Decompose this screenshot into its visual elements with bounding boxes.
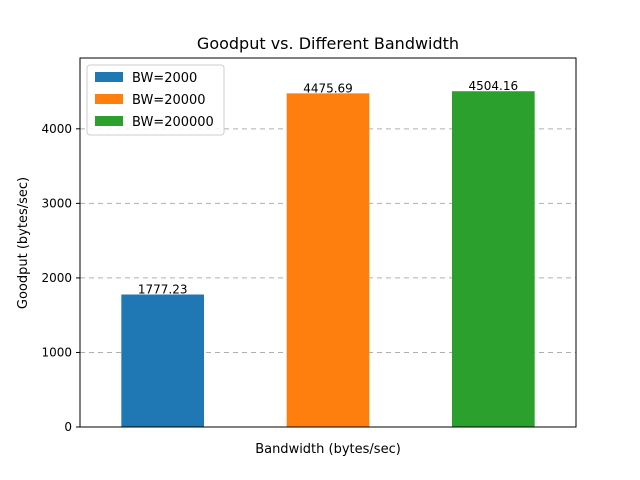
x-axis-label: Bandwidth (bytes/sec) [255,442,401,457]
bar-value-label: 1777.23 [138,283,188,297]
y-axis-ticks: 0 1000 2000 3000 4000 [41,122,80,434]
bar-bw-20000 [286,93,370,427]
y-axis-label: Goodput (bytes/sec) [16,177,31,309]
legend-entry-label: BW=200000 [132,115,214,130]
y-tick-label: 2000 [41,271,72,285]
bar-value-label: 4475.69 [303,81,353,95]
legend-entry-label: BW=2000 [132,71,197,86]
legend-swatch [95,116,123,126]
bar-bw-2000 [121,294,204,427]
bars [121,91,535,427]
legend: BW=2000 BW=20000 BW=200000 [86,64,225,136]
y-tick-label: 3000 [41,196,72,210]
y-tick-label: 4000 [41,122,72,136]
axes-frame [79,57,577,428]
bar-value-labels: 1777.23 4475.69 4504.16 [138,79,518,296]
legend-entry-label: BW=20000 [132,93,206,108]
chart-title: Goodput vs. Different Bandwidth [197,34,459,53]
y-tick-label: 0 [64,420,72,434]
bar-bw-200000 [452,91,535,427]
y-tick-label: 1000 [41,345,72,359]
legend-swatch [95,72,123,82]
legend-swatch [95,94,123,104]
bar-value-label: 4504.16 [469,79,519,93]
